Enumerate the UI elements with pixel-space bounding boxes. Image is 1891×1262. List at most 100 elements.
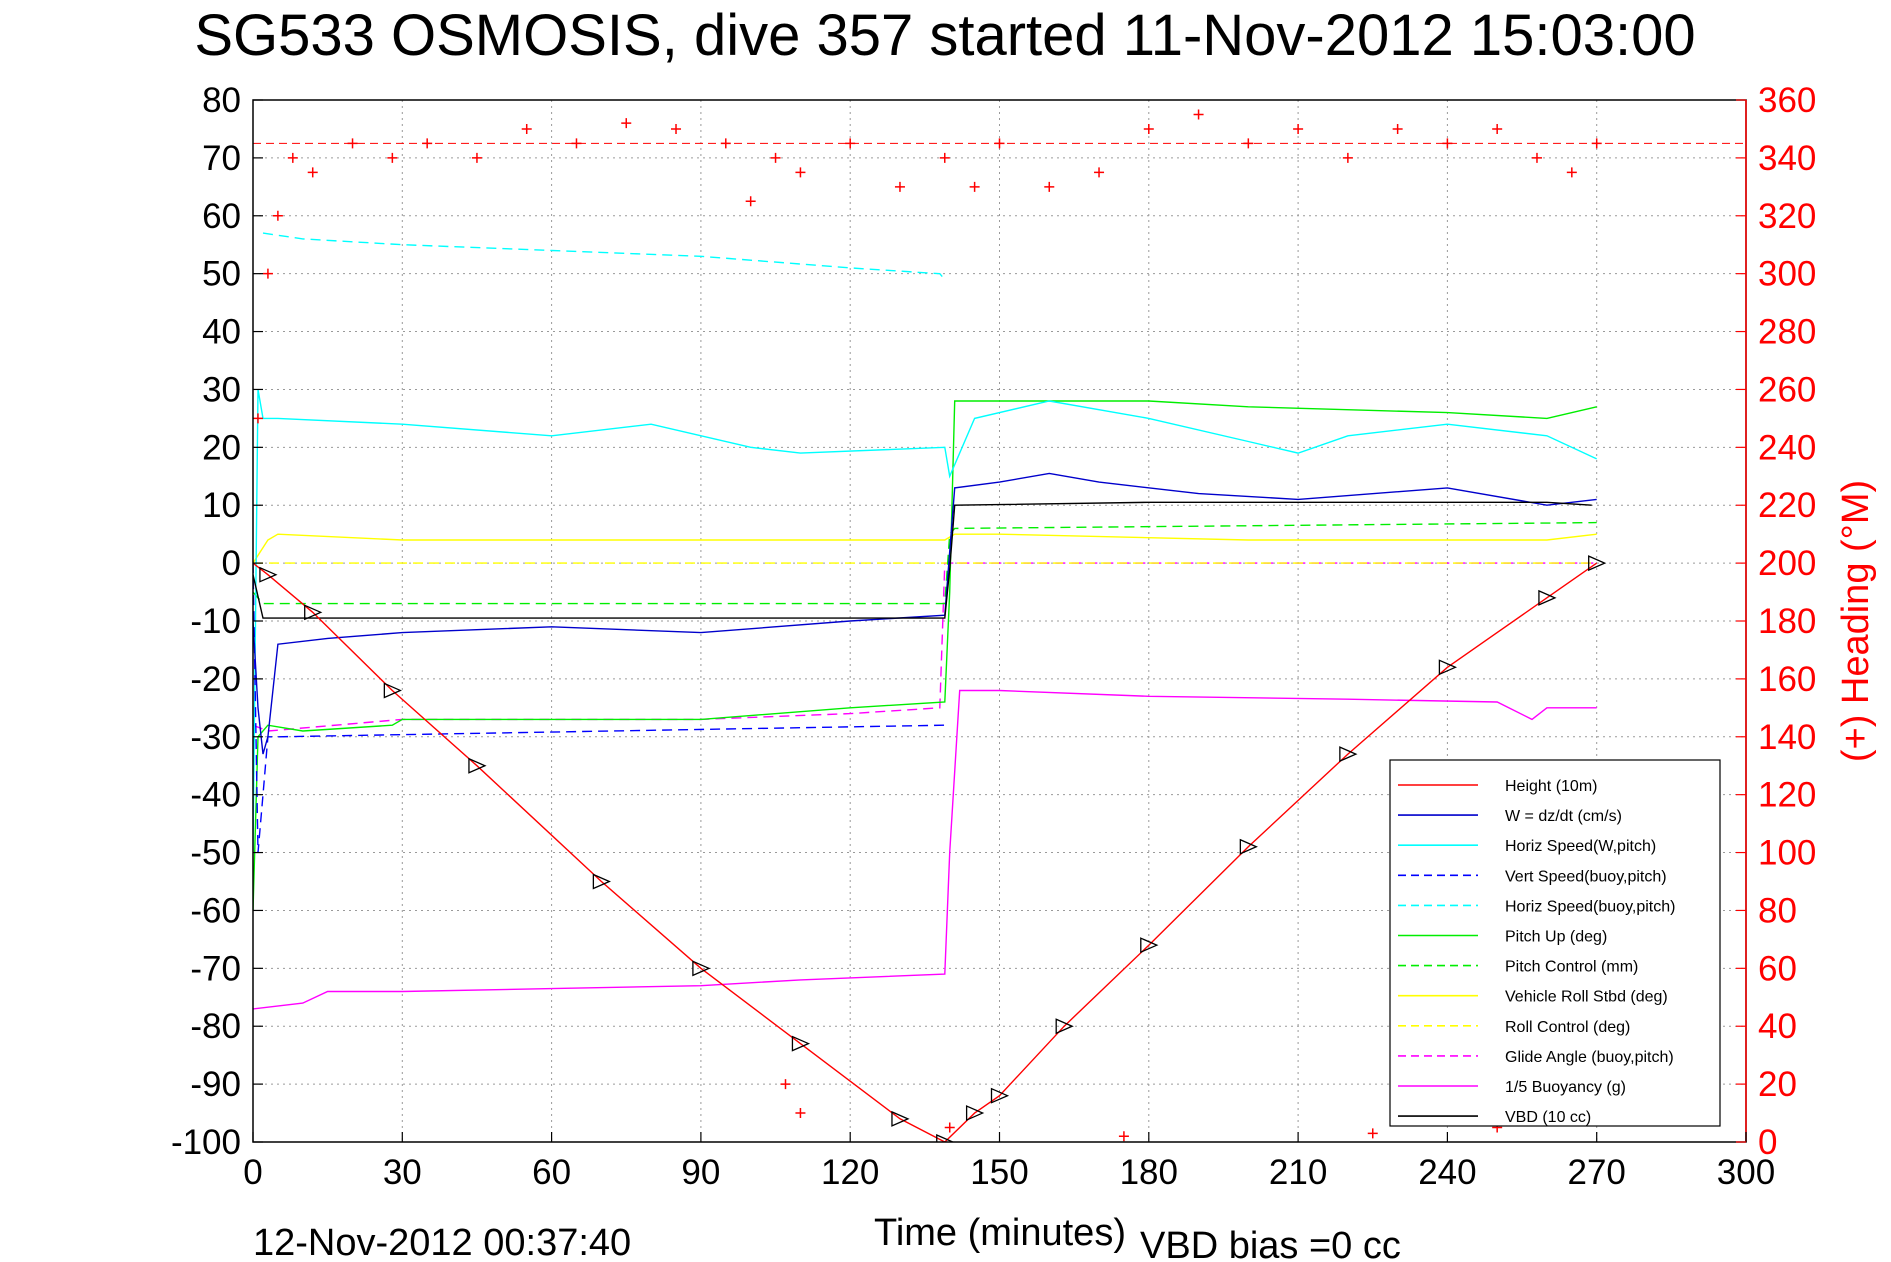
heading-marker: [994, 138, 1005, 149]
y2-tick-label: 0: [1758, 1123, 1777, 1162]
sample-marker: [304, 604, 323, 621]
heading-marker: [845, 138, 856, 149]
chart-title: SG533 OSMOSIS, dive 357 started 11-Nov-2…: [194, 3, 1695, 68]
sample-marker: [1588, 555, 1607, 572]
heading-marker: [1044, 181, 1055, 192]
legend-label: Horiz Speed(buoy,pitch): [1505, 898, 1675, 915]
sample-marker: [1239, 838, 1258, 855]
series-line-10: [253, 689, 1597, 1010]
y2-tick-label: 60: [1758, 949, 1797, 988]
y-tick-label: -80: [190, 1007, 241, 1046]
heading-marker: [621, 118, 632, 129]
sample-marker: [1538, 589, 1557, 606]
heading-marker: [939, 152, 950, 163]
series-line-4: [262, 232, 946, 280]
legend-label: 1/5 Buoyancy (g): [1505, 1079, 1626, 1096]
y-tick-label: 20: [202, 428, 241, 467]
heading-marker: [422, 138, 433, 149]
heading-marker: [387, 152, 398, 163]
y-tick-label: 30: [202, 370, 241, 409]
heading-marker: [1094, 167, 1105, 178]
x-tick-label: 270: [1567, 1153, 1625, 1192]
y2-tick-label: 160: [1758, 660, 1816, 699]
legend-label: VBD (10 cc): [1505, 1109, 1591, 1126]
legend-label: Vehicle Roll Stbd (deg): [1505, 989, 1668, 1006]
y2-tick-label: 320: [1758, 197, 1816, 236]
heading-marker: [745, 196, 756, 207]
y2-tick-label: 240: [1758, 428, 1816, 467]
y2-tick-label: 20: [1758, 1065, 1797, 1104]
y2-tick-label: 180: [1758, 602, 1816, 641]
heading-marker: [720, 138, 731, 149]
series-line-5: [253, 400, 1597, 911]
y-tick-label: -20: [190, 660, 241, 699]
series-line-3: [253, 563, 945, 853]
y2-tick-label: 100: [1758, 834, 1816, 873]
y2-tick-label: 140: [1758, 718, 1816, 757]
x-tick-label: 210: [1269, 1153, 1327, 1192]
legend-box: [1389, 759, 1721, 1127]
heading-marker: [262, 268, 273, 279]
heading-marker: [1392, 123, 1403, 134]
heading-marker: [944, 1122, 955, 1133]
legend-label: Horiz Speed(W,pitch): [1505, 838, 1656, 855]
legend-label: Glide Angle (buoy,pitch): [1505, 1049, 1674, 1066]
heading-marker: [1566, 167, 1577, 178]
heading-marker: [1118, 1131, 1129, 1142]
y-tick-label: -100: [171, 1123, 241, 1162]
y-tick-label: 10: [202, 486, 241, 525]
series-line-9: [253, 562, 1597, 732]
x-tick-label: 90: [681, 1153, 720, 1192]
heading-marker: [471, 152, 482, 163]
sample-marker: [383, 682, 402, 699]
heading-marker: [1143, 123, 1154, 134]
heading-marker: [1342, 152, 1353, 163]
heading-marker: [1531, 152, 1542, 163]
y-tick-label: 70: [202, 139, 241, 178]
x-tick-label: 180: [1120, 1153, 1178, 1192]
heading-marker: [287, 152, 298, 163]
y-tick-label: 60: [202, 197, 241, 236]
heading-marker: [894, 181, 905, 192]
y2-tick-label: 340: [1758, 139, 1816, 178]
sample-marker: [791, 1035, 811, 1052]
x-tick-label: 120: [821, 1153, 879, 1192]
series-line-7: [253, 533, 1597, 564]
heading-marker: [1367, 1128, 1378, 1139]
y2-tick-label: 40: [1758, 1007, 1797, 1046]
vbd-bias-label: VBD bias =0 cc: [1140, 1225, 1401, 1262]
x-axis: 0 30 60 90 120 150 180 210 240 270 300: [243, 1132, 1775, 1192]
y2-tick-label: 300: [1758, 255, 1816, 294]
y-axis: 80 70 60 50 40 30 20 10 0 -10 -20 -30 -40 -50 -60 -70 -8…: [171, 81, 263, 1162]
series-line-0: [253, 562, 1598, 1142]
heading-marker: [1193, 109, 1204, 120]
heading-marker: [521, 123, 532, 134]
sample-marker: [468, 757, 487, 774]
sample-marker: [1140, 937, 1159, 954]
x-tick-label: 240: [1418, 1153, 1476, 1192]
heading-marker: [780, 1079, 791, 1090]
y2-axis: 3603403203002802602402202001801601401201…: [1736, 81, 1816, 1162]
x-axis-label: Time (minutes): [874, 1212, 1126, 1254]
heading-marker: [1492, 123, 1503, 134]
y2-tick-label: 80: [1758, 891, 1797, 930]
y-tick-label: -60: [190, 891, 241, 930]
y2-tick-label: 360: [1758, 81, 1816, 120]
sample-marker: [592, 873, 611, 890]
heading-marker: [1243, 138, 1254, 149]
y2-tick-label: 120: [1758, 776, 1816, 815]
legend-label: W = dz/dt (cm/s): [1505, 808, 1622, 825]
heading-marker: [307, 167, 318, 178]
legend-label: Roll Control (deg): [1505, 1019, 1630, 1036]
heading-marker: [795, 1108, 806, 1119]
sample-marker: [965, 1105, 985, 1122]
y2-tick-label: 200: [1758, 544, 1816, 583]
y-tick-label: -40: [190, 776, 241, 815]
sample-marker: [1055, 1018, 1074, 1035]
chart-legend: Height (10m) W = dz/dt (cm/s) Horiz Speed(…: [1389, 759, 1721, 1127]
y-tick-label: -50: [190, 834, 241, 873]
y-tick-label: 80: [202, 81, 241, 120]
y2-tick-label: 220: [1758, 486, 1816, 525]
heading-marker: [1591, 138, 1602, 149]
